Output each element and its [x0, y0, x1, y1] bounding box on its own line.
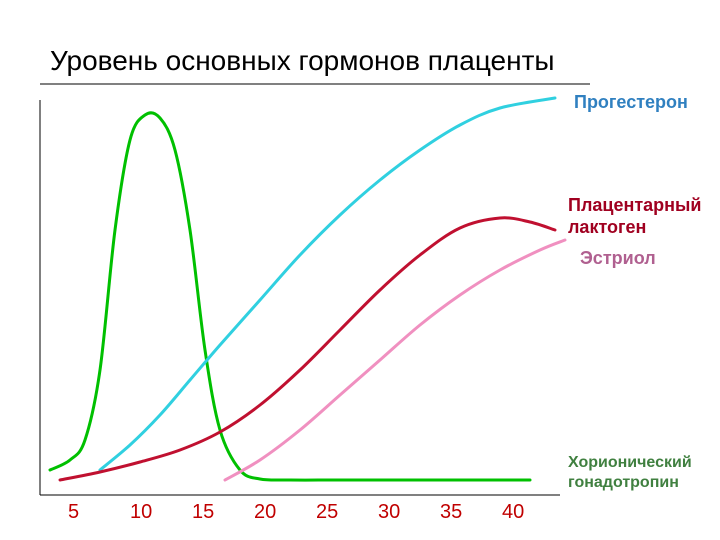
- series-line: [100, 98, 555, 470]
- legend-label: гонадотропин: [568, 473, 679, 492]
- x-tick-label: 15: [192, 501, 214, 524]
- series-group: [50, 98, 565, 480]
- x-tick-label: 10: [130, 501, 152, 524]
- x-tick-label: 5: [68, 501, 79, 524]
- x-tick-label: 25: [316, 501, 338, 524]
- legend-label: Плацентарный: [568, 195, 701, 217]
- x-tick-label: 20: [254, 501, 276, 524]
- legend-label: лактоген: [568, 217, 646, 239]
- x-tick-label: 35: [440, 501, 462, 524]
- x-tick-label: 30: [378, 501, 400, 524]
- legend-label: Хорионический: [568, 453, 692, 472]
- legend-label: Эстриол: [580, 248, 656, 270]
- x-tick-label: 40: [502, 501, 524, 524]
- axes: [40, 84, 590, 495]
- legend-label: Прогестерон: [574, 92, 688, 114]
- chart-title: Уровень основных гормонов плаценты: [50, 45, 555, 77]
